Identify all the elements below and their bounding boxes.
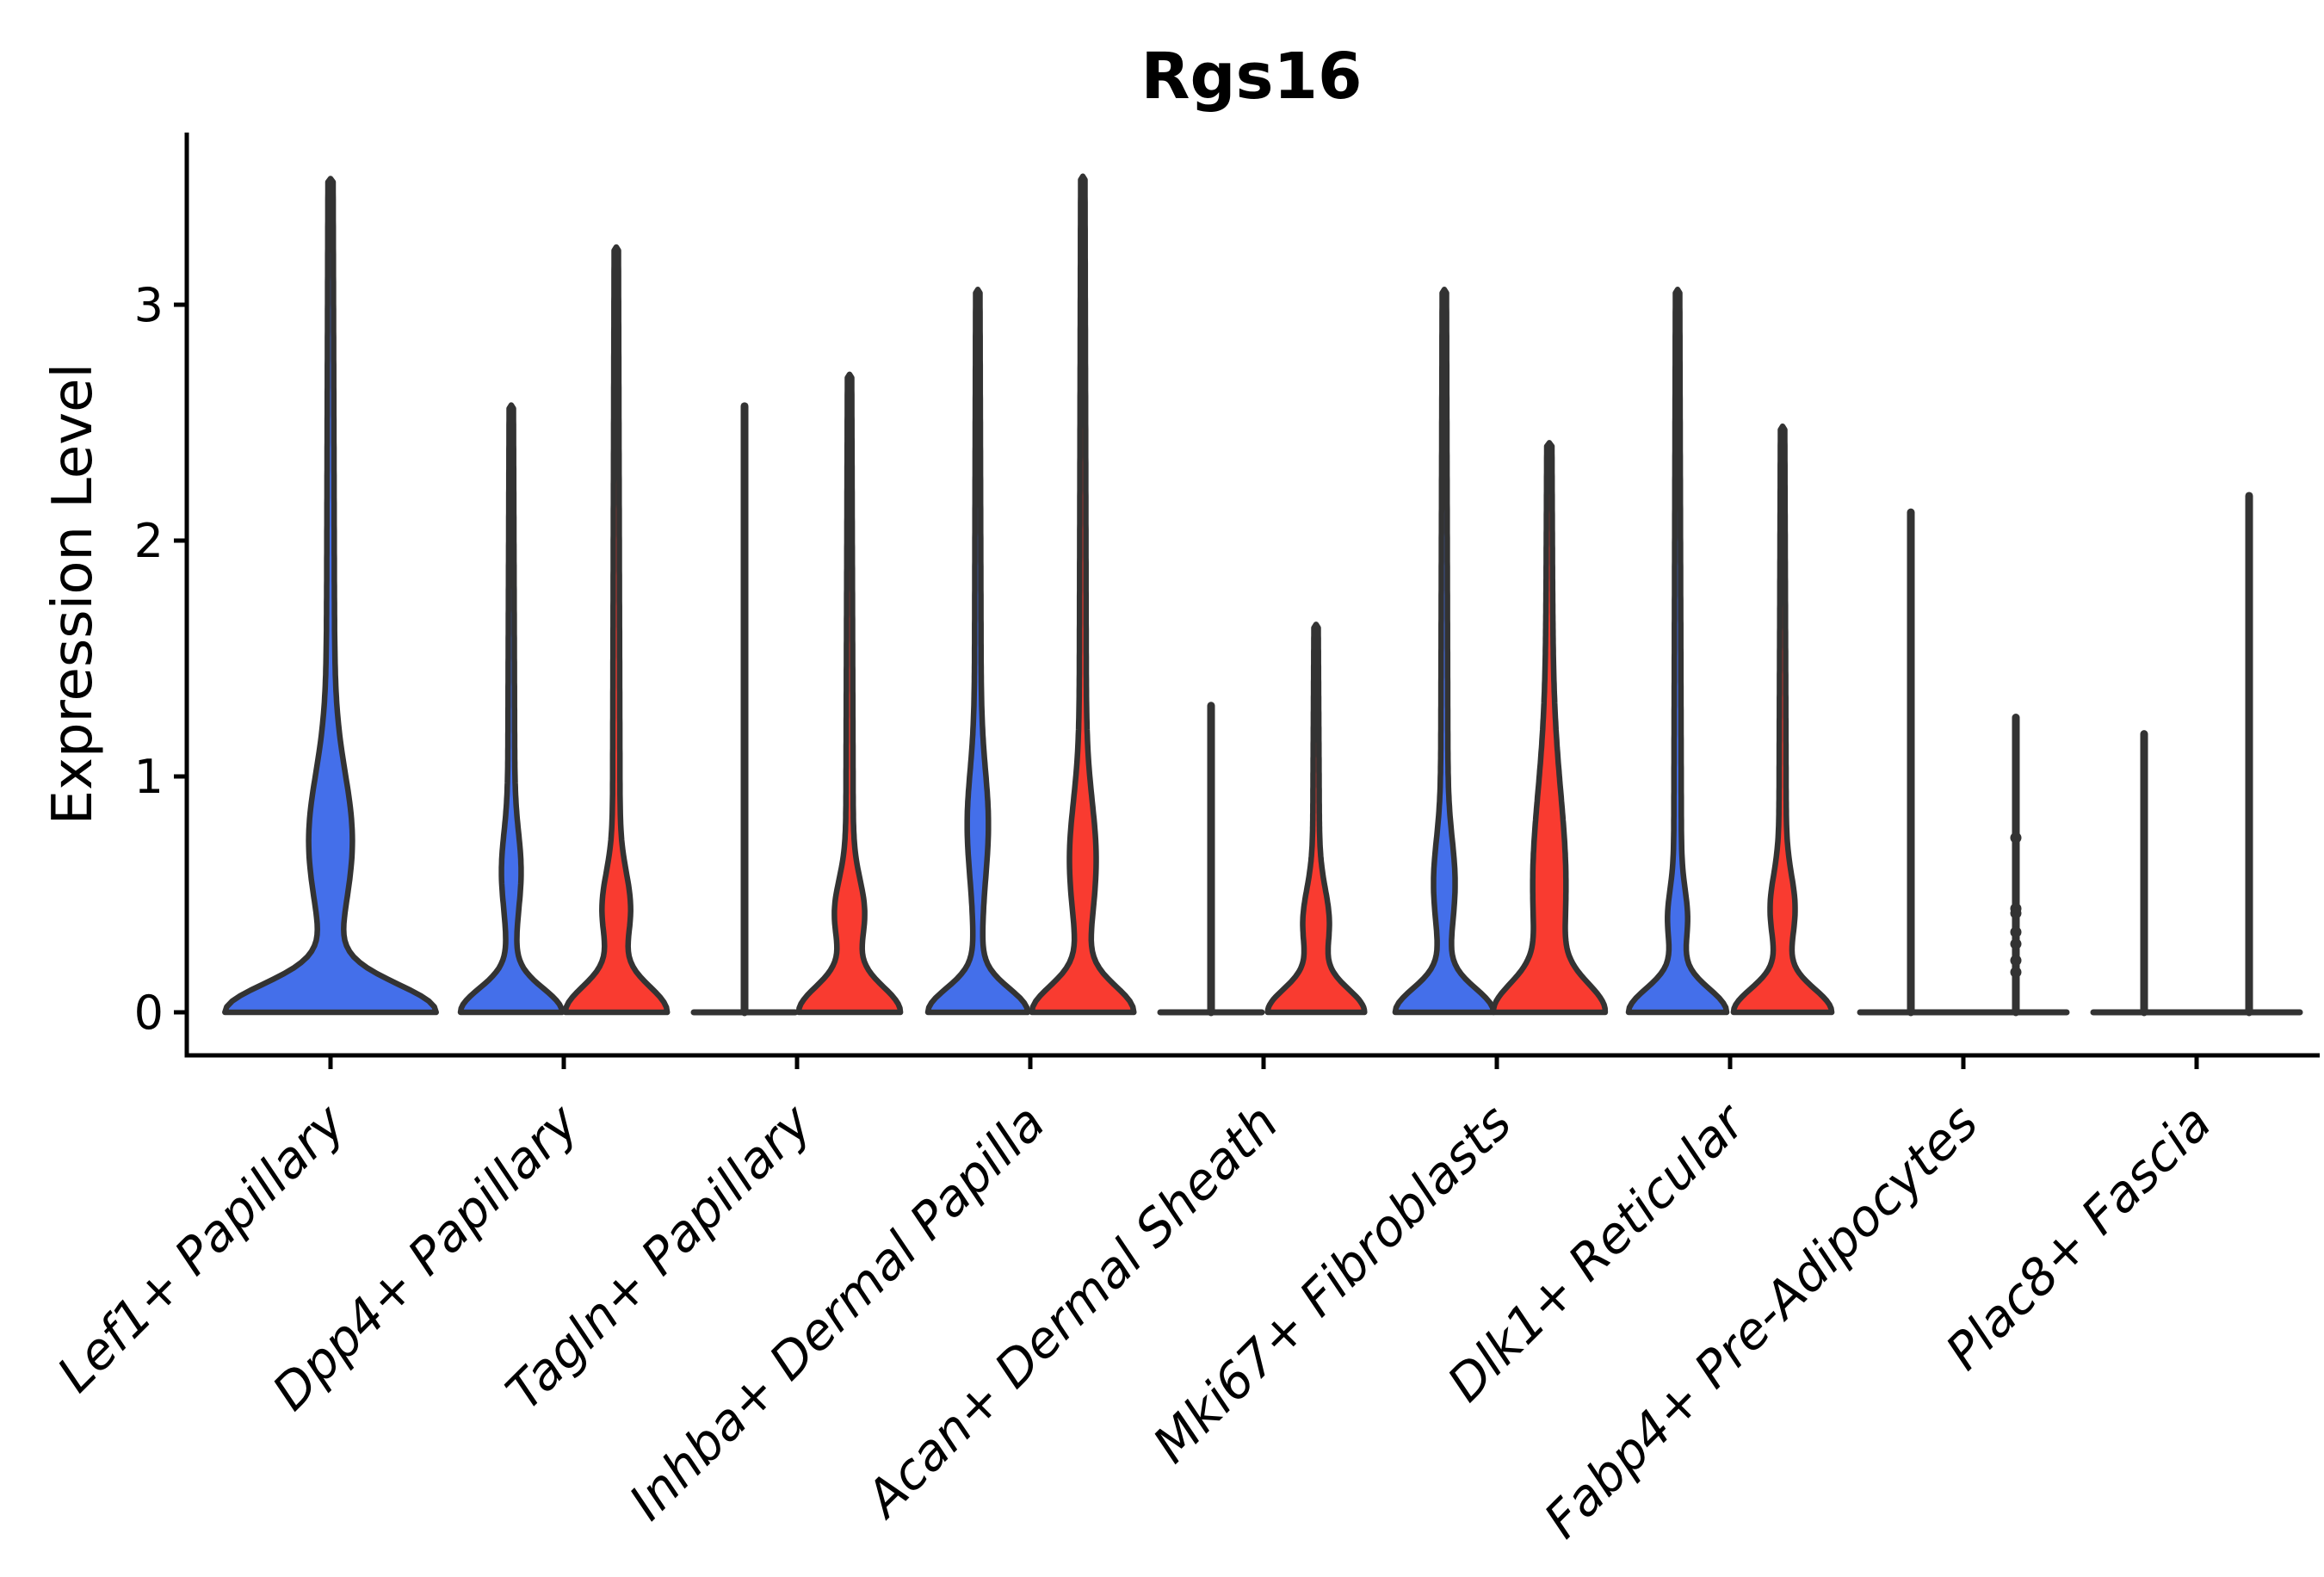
y-tick-label: 3	[134, 278, 164, 332]
chart-title: Rgs16	[1141, 40, 1363, 114]
violin-plot-figure: Rgs16 Expression Level 0 1 2 3 Lef1+ Papillary…	[34, 14, 2324, 1563]
violin-mki67-fibroblasts-blue	[1392, 287, 1497, 1016]
violin-dpp4-papillary-blue	[457, 402, 566, 1016]
y-axis-label: Expression Level	[41, 363, 105, 826]
violin-inhba-dermal-papilla-red	[1029, 173, 1137, 1016]
violin-dpp4-papillary-red	[562, 244, 671, 1016]
y-tick-label: 0	[134, 986, 164, 1040]
violin-fabp4-pre-adipocytes-red-point	[2010, 832, 2022, 844]
violin-fabp4-pre-adipocytes-red-point	[2010, 938, 2022, 950]
violin-fabp4-pre-adipocytes-red-point	[2010, 955, 2022, 967]
x-tick-label: Fabp4+ Pre-Adipocytes	[1533, 1093, 1989, 1549]
violin-tagln-papillary-red	[795, 371, 904, 1016]
violin-dlk1-reticular-blue	[1625, 287, 1730, 1016]
violin-fabp4-pre-adipocytes-red-point	[2010, 926, 2022, 938]
y-tick-label: 2	[134, 514, 164, 568]
violin-fabp4-pre-adipocytes-red-point	[2010, 907, 2022, 919]
x-tick-label: Inhba+ Dermal Papilla	[618, 1093, 1056, 1531]
violin-acan-dermal-sheath-red	[1264, 622, 1368, 1016]
violin-lef1-papillary-blue	[222, 176, 439, 1016]
x-tick-label: Acan+ Dermal Sheath	[852, 1093, 1289, 1531]
violin-fabp4-pre-adipocytes-red-point	[2010, 966, 2022, 978]
violin-mki67-fibroblasts-red	[1490, 440, 1609, 1016]
y-tick-label: 1	[134, 750, 164, 804]
violin-inhba-dermal-papilla-blue	[924, 287, 1031, 1016]
violin-dlk1-reticular-red	[1730, 423, 1835, 1016]
